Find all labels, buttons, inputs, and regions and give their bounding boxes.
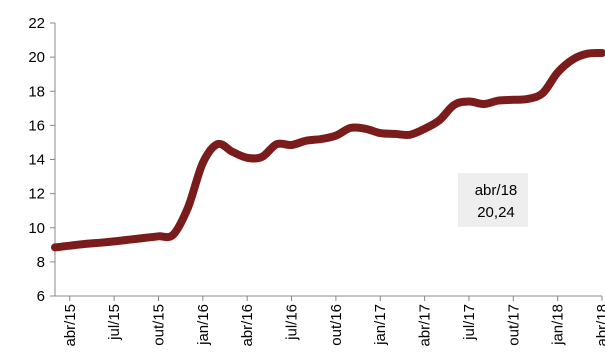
data-point	[528, 98, 529, 99]
x-tick-label: jul/16	[284, 304, 301, 341]
series-group	[51, 48, 605, 252]
x-tick-label: abr/15	[62, 304, 79, 347]
y-tick-label: 18	[28, 83, 45, 100]
data-point	[439, 120, 440, 121]
data-point	[572, 59, 573, 60]
annotation-value: 20,24	[477, 204, 515, 221]
data-point	[557, 72, 558, 73]
y-tick-label: 14	[28, 152, 45, 169]
data-point	[262, 156, 263, 157]
x-tick-label: out/15	[150, 304, 167, 346]
value-annotation: abr/18 20,24	[458, 173, 528, 227]
data-point	[84, 244, 85, 245]
data-point	[454, 104, 455, 105]
data-point	[173, 234, 174, 235]
data-point	[587, 53, 588, 54]
x-tick-label: jan/16	[195, 304, 212, 346]
y-tick-label: 8	[37, 254, 45, 271]
y-tick-label: 22	[28, 15, 45, 32]
x-tick-label: out/16	[328, 304, 345, 346]
data-point	[409, 134, 410, 135]
data-point	[424, 128, 425, 129]
x-tick-label: abr/16	[239, 304, 256, 347]
x-tick-label: abr/18	[594, 304, 605, 347]
y-tick-label: 12	[28, 186, 45, 203]
annotation-date: abr/18	[475, 182, 518, 199]
data-point	[380, 133, 381, 134]
data-point	[602, 53, 603, 54]
annotation-box	[458, 173, 528, 227]
x-tick-label: abr/17	[417, 304, 434, 347]
data-point	[306, 140, 307, 141]
data-point	[498, 100, 499, 101]
data-point	[217, 144, 218, 145]
data-point	[291, 145, 292, 146]
data-point	[483, 104, 484, 105]
y-tick-label: 16	[28, 117, 45, 134]
data-point	[247, 157, 248, 158]
data-point	[542, 93, 543, 94]
data-point	[276, 144, 277, 145]
x-tick-label: jul/15	[106, 304, 123, 341]
data-point	[350, 127, 351, 128]
x-tick-label: out/17	[505, 304, 522, 346]
data-point	[232, 151, 233, 152]
data-point	[321, 139, 322, 140]
y-tick-label: 20	[28, 49, 45, 66]
data-point	[128, 239, 129, 240]
data-point	[143, 238, 144, 239]
data-point	[202, 162, 203, 163]
data-point	[513, 99, 514, 100]
data-point	[69, 245, 70, 246]
x-tick-label: jul/17	[461, 304, 478, 341]
y-tick-label: 10	[28, 220, 45, 237]
data-point	[99, 242, 100, 243]
data-point	[365, 128, 366, 129]
x-tick-label: jan/18	[550, 304, 567, 346]
y-tick-label: 6	[37, 288, 45, 305]
x-tick-label: jan/17	[372, 304, 389, 346]
x-axis: abr/15 jul/15 out/15 jan/16 abr/16 jul/16 out/…	[55, 295, 605, 347]
data-point	[395, 133, 396, 134]
data-point	[158, 236, 159, 237]
data-point	[55, 247, 56, 248]
data-point	[335, 135, 336, 136]
y-axis: 6 8 10 12 14 16 18 20 22	[28, 15, 56, 305]
data-point	[188, 207, 189, 208]
series-line	[51, 48, 605, 252]
data-point	[468, 101, 469, 102]
data-point	[114, 241, 115, 242]
